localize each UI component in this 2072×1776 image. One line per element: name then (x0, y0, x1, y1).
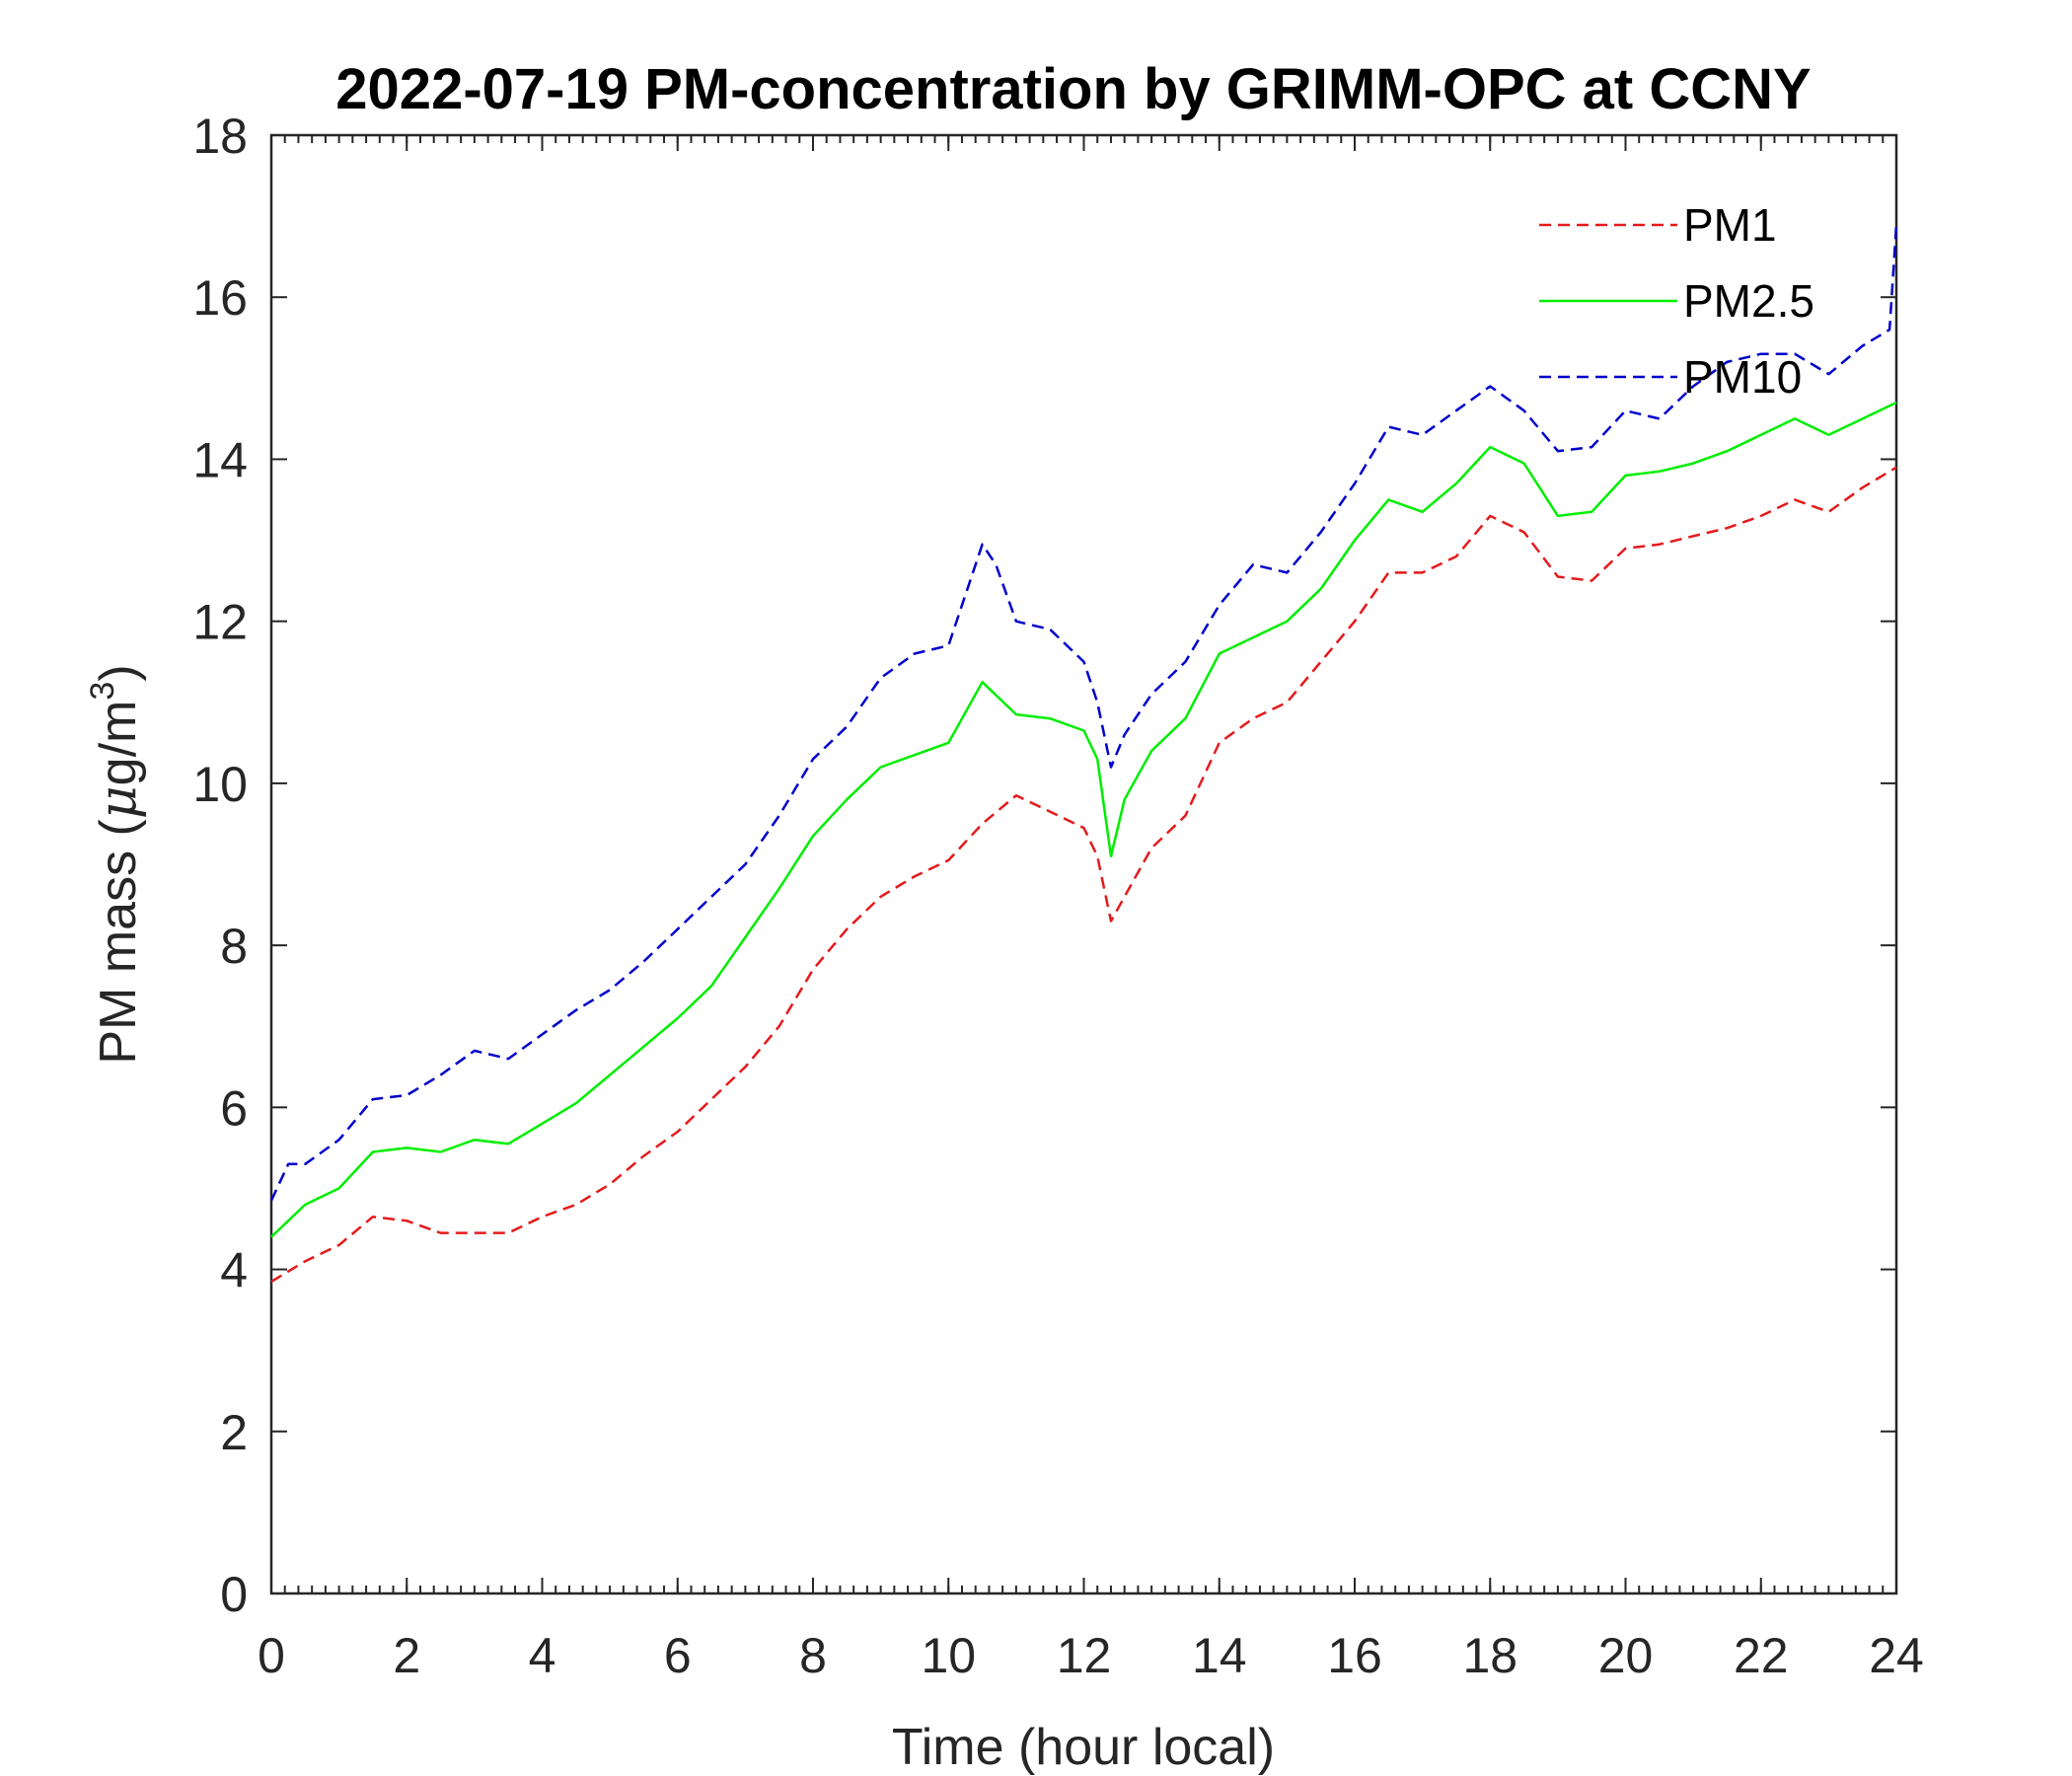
y-axis-label-mu: μ (89, 785, 148, 819)
series-line-pm1 (270, 466, 1897, 1283)
y-tick-label: 10 (192, 757, 248, 812)
x-tick-label: 6 (664, 1628, 692, 1683)
x-tick-label: 8 (799, 1628, 827, 1683)
y-axis-label-prefix: PM mass ( (90, 818, 147, 1064)
x-tick-label: 18 (1462, 1628, 1517, 1683)
x-tick-label: 10 (921, 1628, 976, 1683)
x-tick-label: 12 (1057, 1628, 1112, 1683)
y-axis-label-exponent: 3 (84, 682, 121, 701)
y-tick-label: 4 (220, 1243, 248, 1298)
y-axis-label-suffix: ) (90, 664, 147, 681)
x-tick-label: 22 (1734, 1628, 1789, 1683)
x-tick-label: 14 (1192, 1628, 1247, 1683)
y-tick-label: 0 (220, 1567, 248, 1622)
legend-label: PM2.5 (1683, 275, 1814, 327)
legend-label: PM1 (1683, 199, 1777, 251)
y-tick-label: 8 (220, 919, 248, 974)
legend: PM1 PM2.5 PM10 (1539, 199, 1814, 403)
x-tick-label: 24 (1869, 1628, 1924, 1683)
y-tick-label: 16 (192, 270, 248, 326)
chart-title: 2022-07-19 PM-concentration by GRIMM-OPC… (335, 57, 1811, 121)
series-line-pm10 (269, 224, 1898, 1202)
x-tick-label: 0 (258, 1628, 285, 1683)
y-tick-label: 12 (192, 595, 248, 650)
series-line-pm2-5 (270, 401, 1897, 1238)
x-axis-label: Time (hour local) (892, 1719, 1275, 1776)
x-tick-label: 20 (1598, 1628, 1654, 1683)
x-tick-label: 2 (393, 1628, 420, 1683)
x-tick-label: 16 (1327, 1628, 1382, 1683)
y-axis-ticks: 0 2 4 6 8 10 12 14 16 18 (192, 109, 1896, 1622)
legend-label: PM10 (1683, 351, 1802, 403)
y-axis-label: PM mass (μg/m3) (84, 664, 148, 1064)
y-tick-label: 2 (220, 1405, 248, 1460)
y-tick-label: 6 (220, 1080, 248, 1136)
y-axis-label-unit: g/m (90, 701, 147, 786)
x-axis-ticks: 0 2 4 6 8 10 12 14 16 18 20 22 24 (258, 135, 1924, 1683)
x-tick-label: 4 (529, 1628, 556, 1683)
y-tick-label: 18 (192, 109, 248, 164)
series-layer (269, 224, 1898, 1283)
y-tick-label: 14 (192, 432, 248, 487)
